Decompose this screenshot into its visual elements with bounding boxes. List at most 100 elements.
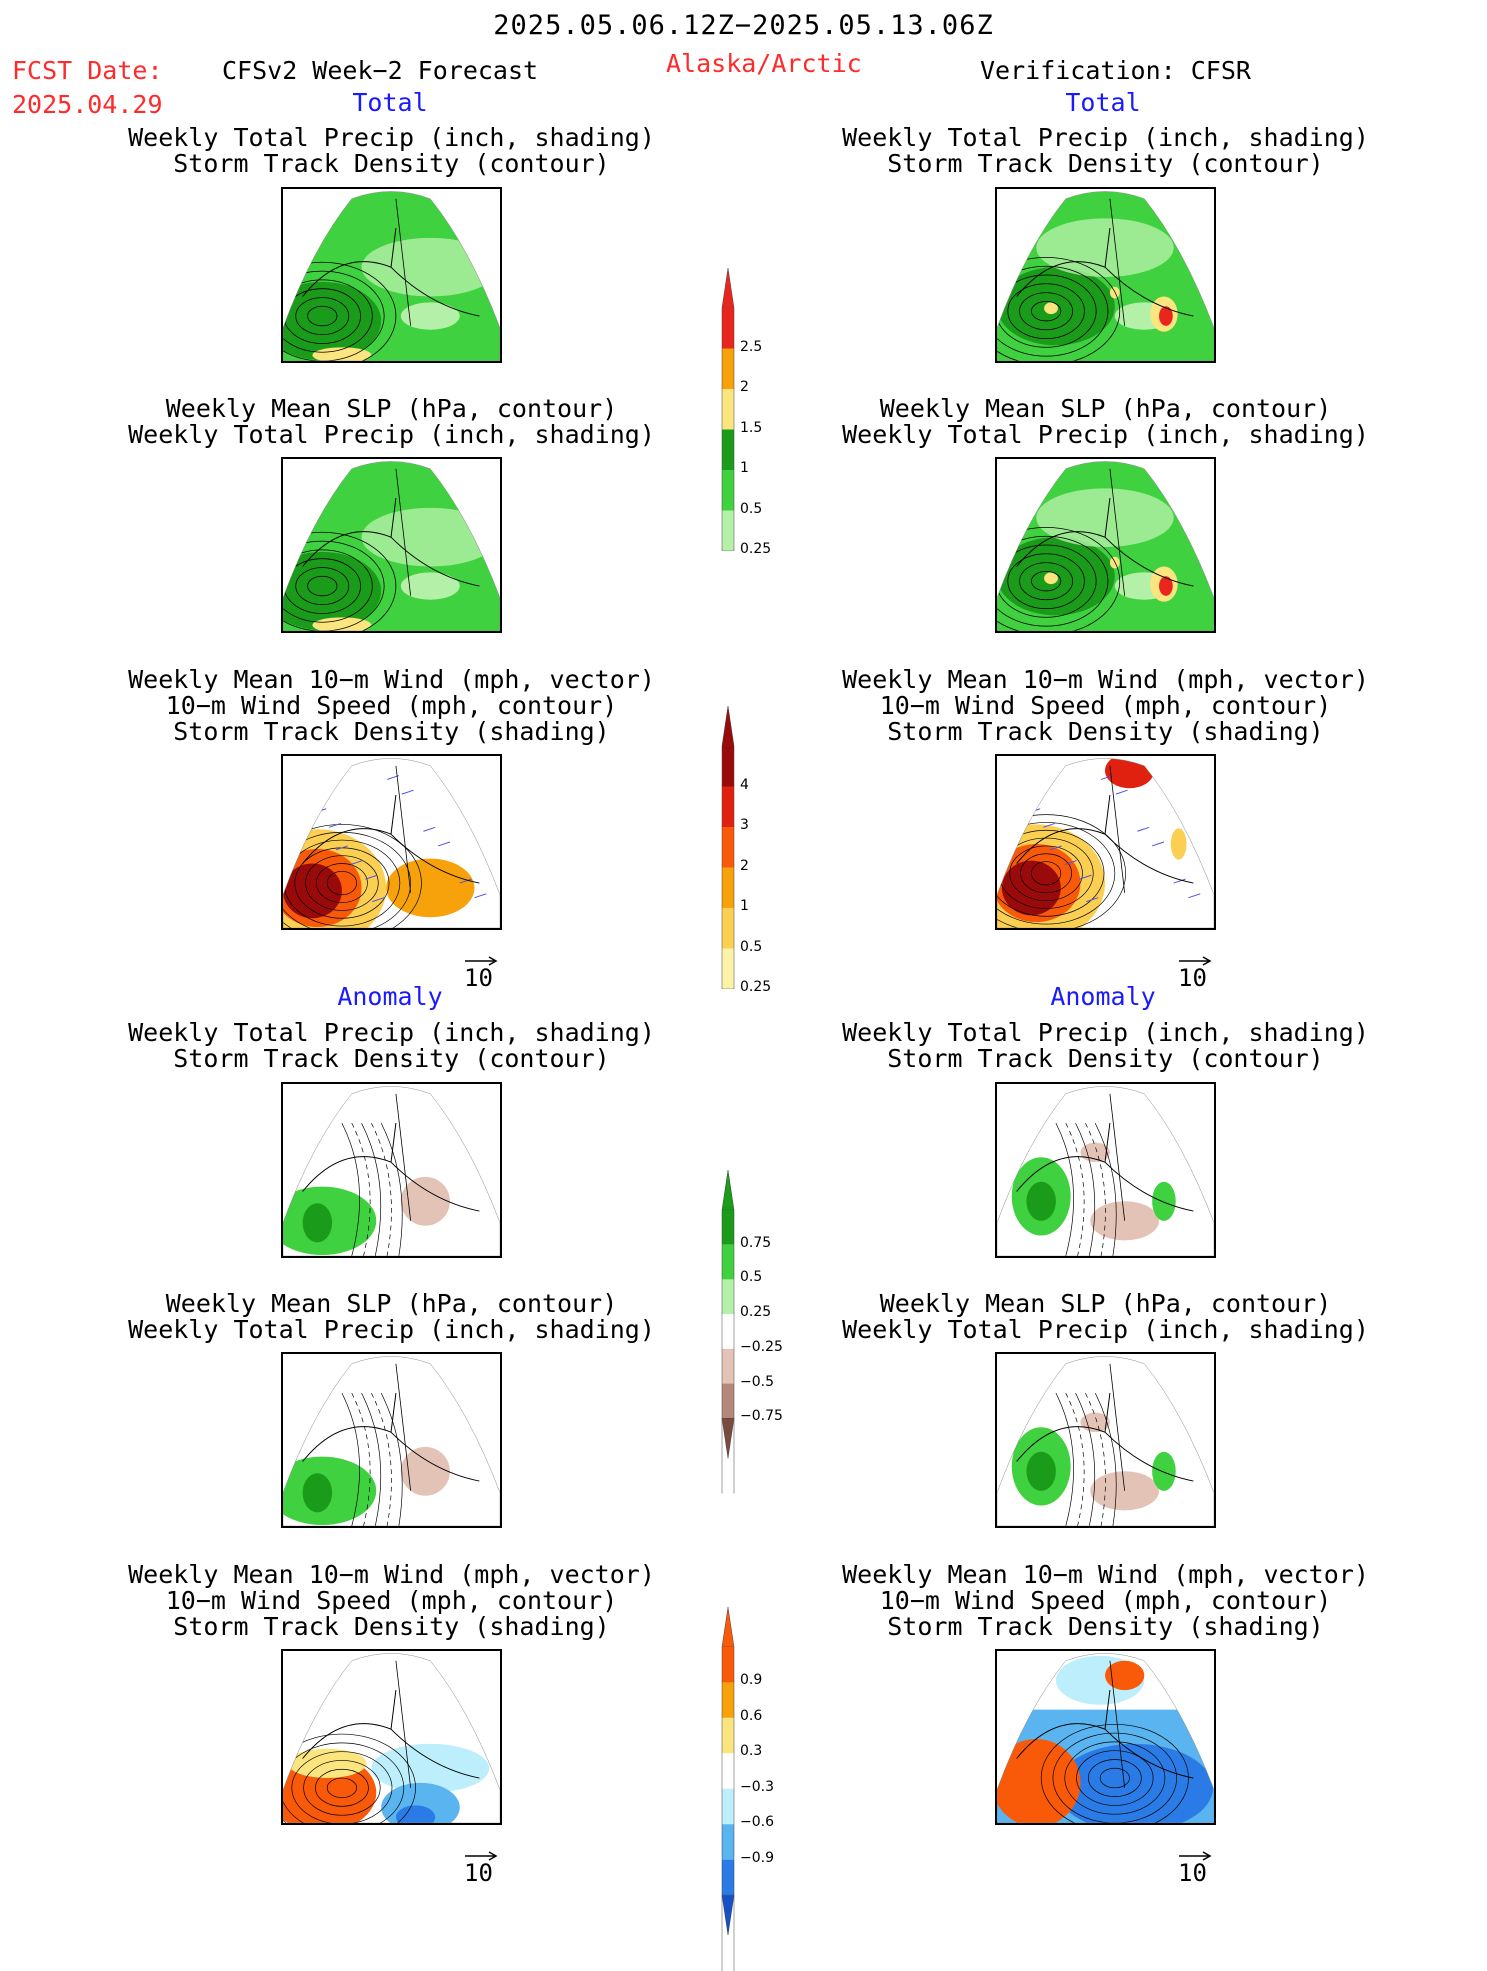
coastline <box>302 1690 480 1779</box>
map-graphic <box>997 1356 1214 1526</box>
panel-title-line: Weekly Mean 10−m Wind (mph, vector) <box>842 1560 1369 1589</box>
panel-title-line: Weekly Total Precip (inch, shading) <box>128 1315 655 1344</box>
colorbar-swatch <box>722 867 734 908</box>
map-panel-total-wind-forecast <box>281 754 502 930</box>
vector-reference-arrow-icon <box>463 952 499 971</box>
section-label-total-left: Total <box>352 88 428 117</box>
border-line <box>395 468 412 596</box>
colorbar-total-storm <box>721 706 735 989</box>
panel-title-line: Storm Track Density (contour) <box>173 149 610 178</box>
border-line <box>1109 198 1126 326</box>
border-line <box>1109 1363 1126 1491</box>
section-label-anomaly-left: Anomaly <box>337 982 443 1011</box>
colorbar-tick-label: 0.25 <box>740 979 772 995</box>
colorbar-swatch <box>722 746 734 787</box>
border-line <box>1109 1660 1126 1788</box>
border-line <box>395 1660 412 1788</box>
colorbar-anom-storm <box>721 1607 735 1971</box>
colorbar-tick-label: 0.25 <box>740 541 772 557</box>
colorbar-tail-top <box>721 1607 735 1648</box>
colorbar-tick-label: −0.3 <box>740 1778 774 1795</box>
colorbar-tick-label: 1 <box>740 460 749 476</box>
border-line <box>1109 1093 1126 1221</box>
vector-reference-arrow-icon <box>1177 952 1213 971</box>
colorbar-swatch <box>722 470 734 511</box>
map-panel-anom-slp-verification <box>995 1352 1216 1528</box>
map-graphic <box>283 461 500 631</box>
colorbar-tick-label: −0.6 <box>740 1814 774 1831</box>
coastline <box>1016 498 1194 587</box>
colorbar-tick-label: 0.5 <box>740 500 763 517</box>
map-graphic <box>283 1653 500 1823</box>
fcst-date-label: FCST Date: <box>12 56 163 85</box>
panel-title-line: Storm Track Density (contour) <box>887 1044 1324 1073</box>
panel-title-line: Weekly Mean SLP (hPa, contour) <box>165 1289 618 1318</box>
panel-title-line: Storm Track Density (shading) <box>887 717 1324 746</box>
border-line <box>395 765 412 893</box>
vector-reference-label: 10 <box>464 964 493 992</box>
coastline <box>302 1393 480 1482</box>
colorbar-swatch <box>722 1824 734 1860</box>
panel-title-line: Weekly Total Precip (inch, shading) <box>128 420 655 449</box>
colorbar-tick-label: 0.5 <box>740 938 763 955</box>
forecast-title: CFSv2 Week−2 Forecast <box>222 56 539 85</box>
colorbar-tick-label: 0.75 <box>740 1234 772 1251</box>
section-label-total-right: Total <box>1065 88 1141 117</box>
border-line <box>395 1363 412 1491</box>
colorbar-tick-label: 1 <box>740 898 749 914</box>
colorbar-tick-label: 0.6 <box>740 1707 763 1724</box>
panel-title-line: 10−m Wind Speed (mph, contour) <box>165 691 618 720</box>
map-graphic <box>997 758 1214 928</box>
map-graphic <box>997 191 1214 361</box>
panel-title-line: Weekly Mean 10−m Wind (mph, vector) <box>128 1560 655 1589</box>
map-panel-total-precip-verification <box>995 187 1216 363</box>
map-panel-anom-precip-verification <box>995 1082 1216 1258</box>
border-line <box>395 1093 412 1221</box>
map-panel-anom-wind-forecast <box>281 1649 502 1825</box>
panel-title-line: Weekly Mean SLP (hPa, contour) <box>879 1289 1332 1318</box>
panel-title-line: Storm Track Density (contour) <box>887 149 1324 178</box>
panel-title-line: Weekly Total Precip (inch, shading) <box>128 1018 655 1047</box>
colorbar-swatch <box>722 429 734 470</box>
colorbar-swatch <box>722 1244 734 1280</box>
colorbar-tail-top <box>721 268 735 309</box>
colorbar-tick-label: 0.25 <box>740 1304 772 1321</box>
colorbar-swatch <box>722 786 734 827</box>
border-line <box>395 198 412 326</box>
section-label-anomaly-right: Anomaly <box>1050 982 1156 1011</box>
colorbar-swatch <box>722 1314 734 1349</box>
colorbar-tail-top <box>721 1170 735 1211</box>
colorbar-swatch <box>722 348 734 389</box>
panel-title-line: Storm Track Density (shading) <box>887 1612 1324 1641</box>
map-graphic <box>283 758 500 928</box>
panel-title-line: Weekly Total Precip (inch, shading) <box>842 1315 1369 1344</box>
coastline <box>302 1123 480 1212</box>
panel-title-line: Storm Track Density (shading) <box>173 717 610 746</box>
vector-reference-label: 10 <box>1178 1859 1207 1887</box>
map-graphic <box>997 1086 1214 1256</box>
colorbar-swatch <box>722 1682 734 1718</box>
colorbar-tick-label: −0.9 <box>740 1849 774 1866</box>
vector-reference-label: 10 <box>464 1859 493 1887</box>
coastline <box>1016 228 1194 317</box>
colorbar-tick-label: 3 <box>740 817 749 833</box>
vector-reference-arrow-icon <box>463 1847 499 1866</box>
colorbar-swatch <box>722 308 734 349</box>
colorbar-swatch <box>722 1348 734 1384</box>
map-panel-anom-wind-verification <box>995 1649 1216 1825</box>
panel-title-line: Weekly Total Precip (inch, shading) <box>842 123 1369 152</box>
coastline <box>1016 1393 1194 1482</box>
vector-reference-arrow-icon <box>1177 1847 1213 1866</box>
coastline <box>1016 1123 1194 1212</box>
map-panel-total-wind-verification <box>995 754 1216 930</box>
verification-label: Verification: CFSR <box>980 56 1251 85</box>
colorbar-tick-label: 2.5 <box>740 338 763 355</box>
colorbar-swatch <box>722 1383 734 1419</box>
panel-title-line: 10−m Wind Speed (mph, contour) <box>165 1586 618 1615</box>
colorbar-swatch <box>722 908 734 949</box>
colorbar-tick-label: 1.5 <box>740 419 763 436</box>
panel-title-line: 10−m Wind Speed (mph, contour) <box>879 691 1332 720</box>
map-graphic <box>283 191 500 361</box>
colorbar-swatch <box>722 948 734 989</box>
colorbar-swatch <box>722 1210 734 1245</box>
